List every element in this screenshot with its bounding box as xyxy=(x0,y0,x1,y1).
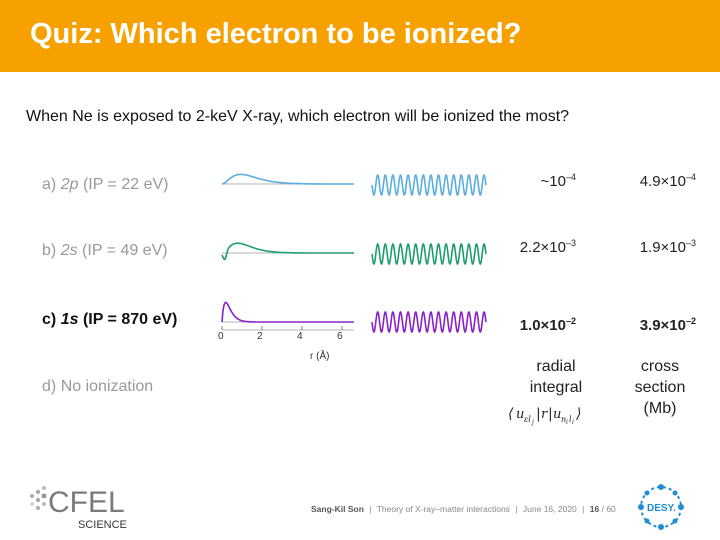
title-bar: Quiz: Which electron to be ionized? xyxy=(0,0,720,72)
svg-text:CFEL: CFEL xyxy=(48,486,125,519)
option-a-ip: (IP = 22 eV) xyxy=(82,176,169,193)
option-a[interactable]: a) 2p (IP = 22 eV) xyxy=(42,176,168,194)
svg-text:r: r xyxy=(541,407,548,422)
option-c-orbital: 1s xyxy=(60,311,79,328)
option-b[interactable]: b) 2s (IP = 49 eV) xyxy=(42,242,168,260)
svg-text:|: | xyxy=(536,406,541,422)
svg-text:i: i xyxy=(566,419,568,426)
footer: Sang-Kil Son | Theory of X-ray–matter in… xyxy=(311,504,616,514)
footer-date: June 16, 2020 xyxy=(522,504,577,514)
footer-talk: Theory of X-ray–matter interactions xyxy=(376,504,510,514)
svg-text:j: j xyxy=(530,419,534,426)
option-b-ip: (IP = 49 eV) xyxy=(82,242,168,259)
xray-wave-a xyxy=(371,173,487,197)
xray-wave-c xyxy=(371,310,487,334)
axis-tick-6: 6 xyxy=(337,331,343,342)
option-a-orbital: 2p xyxy=(60,176,79,193)
option-d-label: No ionization xyxy=(60,378,154,395)
cross-value-b: 1.9×10–3 xyxy=(639,238,696,256)
radial-value-b: 2.2×10–3 xyxy=(519,238,576,256)
axis-tick-2: 2 xyxy=(257,331,263,342)
cross-value-c: 3.9×10–2 xyxy=(639,316,696,334)
footer-author: Sang-Kil Son xyxy=(311,504,364,514)
option-c[interactable]: c) 1s (IP = 870 eV) xyxy=(42,311,177,329)
slide-title: Quiz: Which electron to be ionized? xyxy=(30,18,522,50)
svg-text:i: i xyxy=(572,419,574,426)
orbital-curve-a xyxy=(221,173,354,185)
radial-integral-label: radial integral xyxy=(529,358,583,396)
desy-logo: DESY. xyxy=(636,482,686,532)
cross-section-label: cross section (Mb) xyxy=(634,358,686,417)
svg-text:|: | xyxy=(548,406,553,422)
xray-wave-b xyxy=(371,242,487,266)
svg-text:⟨: ⟨ xyxy=(508,406,514,422)
svg-text:u: u xyxy=(516,407,524,422)
svg-text:u: u xyxy=(553,407,561,422)
option-d[interactable]: d) No ionization xyxy=(42,378,153,396)
axis-label: r (Å) xyxy=(310,351,330,362)
svg-text:DESY.: DESY. xyxy=(647,503,676,514)
svg-text:⟩: ⟩ xyxy=(575,406,581,422)
radial-value-c: 1.0×10–2 xyxy=(519,316,576,334)
svg-text:SCIENCE: SCIENCE xyxy=(78,519,127,531)
svg-text:εl: εl xyxy=(524,415,531,424)
option-c-letter: c) xyxy=(42,311,57,328)
footer-total: / 60 xyxy=(601,504,616,514)
option-d-letter: d) xyxy=(42,378,57,395)
axis-tick-4: 4 xyxy=(297,331,303,342)
orbital-curve-c xyxy=(221,301,354,323)
radial-integral-formula: ⟨ u εl j | r | u n i l i ⟩ xyxy=(508,406,581,426)
option-b-orbital: 2s xyxy=(60,242,78,259)
cfel-logo: CFEL SCIENCE xyxy=(26,482,136,532)
option-c-ip: (IP = 870 eV) xyxy=(82,311,178,328)
axis-tick-0: 0 xyxy=(218,331,224,342)
footer-page: 16 xyxy=(589,504,600,514)
option-b-letter: b) xyxy=(42,242,57,259)
orbital-curve-b xyxy=(221,242,354,261)
question-text: When Ne is exposed to 2-keV X-ray, which… xyxy=(26,108,570,125)
cross-value-a: 4.9×10–4 xyxy=(639,172,696,190)
svg-text:l: l xyxy=(569,415,572,424)
radial-value-a: ~10–4 xyxy=(540,172,576,190)
option-a-letter: a) xyxy=(42,176,57,193)
svg-text:n: n xyxy=(561,415,566,424)
